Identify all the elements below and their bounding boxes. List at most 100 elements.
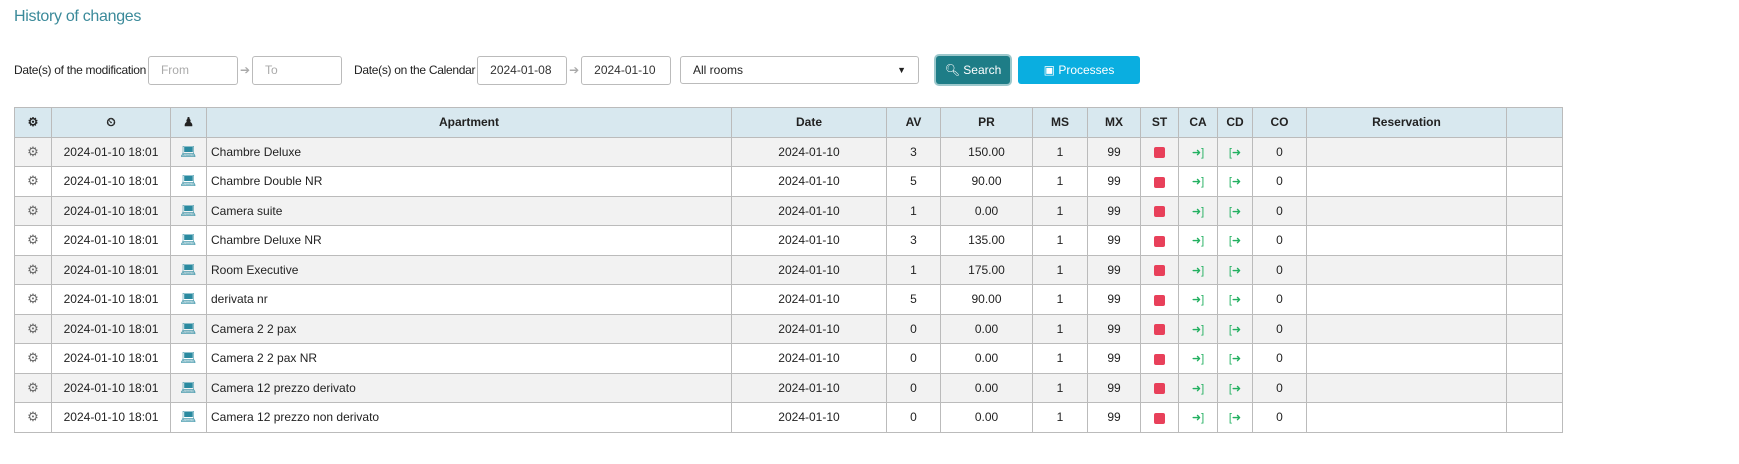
col-av[interactable]: AV [886, 107, 941, 138]
mx: 99 [1087, 402, 1141, 433]
computer-icon[interactable]: 💻︎ [170, 225, 207, 256]
gears-icon[interactable]: ⚙ [14, 136, 52, 167]
table-row: ⚙ 2024-01-10 18:01 💻︎ Camera 12 prezzo n… [14, 402, 1563, 433]
col-st[interactable]: ST [1140, 107, 1179, 138]
stop-status-icon [1154, 147, 1165, 159]
apartment-name: Camera 12 prezzo derivato [206, 372, 732, 403]
col-co[interactable]: CO [1252, 107, 1307, 138]
sign-out-icon: [➜ [1228, 235, 1242, 248]
col-apartment[interactable]: Apartment [206, 107, 732, 138]
computer-icon[interactable]: 💻︎ [170, 195, 207, 226]
pr: 0.00 [940, 313, 1033, 344]
ca: ➜] [1178, 372, 1218, 403]
mx: 99 [1087, 166, 1141, 197]
computer-icon[interactable]: 💻︎ [170, 313, 207, 344]
computer-icon[interactable]: 💻︎ [170, 136, 207, 167]
stop-status-icon [1154, 265, 1165, 277]
computer-icon[interactable]: 💻︎ [170, 372, 207, 403]
pr: 175.00 [940, 254, 1033, 285]
ca: ➜] [1178, 195, 1218, 226]
date: 2024-01-10 [731, 225, 887, 256]
col-date[interactable]: Date [731, 107, 887, 138]
gears-icon[interactable]: ⚙ [14, 195, 52, 226]
cd: [➜ [1217, 225, 1253, 256]
history-table: ⚙ ⏲ ♟ Apartment Date AV PR MS MX ST CA C… [14, 107, 1563, 433]
stop-status-icon [1154, 235, 1165, 247]
computer-icon[interactable]: 💻︎ [170, 343, 207, 374]
arrow-right-icon: ➔ [239, 63, 250, 77]
apartment-name: Camera suite [206, 195, 732, 226]
computer-icon[interactable]: 💻︎ [170, 166, 207, 197]
computer-icon[interactable]: 💻︎ [170, 254, 207, 285]
date: 2024-01-10 [731, 195, 887, 226]
gears-icon[interactable]: ⚙ [14, 372, 52, 403]
ca: ➜] [1178, 284, 1218, 315]
mx: 99 [1087, 284, 1141, 315]
archive-icon: ▣ [1043, 63, 1055, 77]
sign-in-icon: ➜] [1191, 235, 1205, 248]
processes-label: Processes history [1058, 63, 1115, 105]
extra [1506, 313, 1563, 344]
table-row: ⚙ 2024-01-10 18:01 💻︎ Camera 2 2 pax NR … [14, 343, 1563, 374]
mod-to-input[interactable]: To [251, 55, 342, 85]
processes-history-button[interactable]: ▣ Processes history [1018, 56, 1140, 105]
page-title: History of changes [14, 8, 142, 25]
gears-icon[interactable]: ⚙ [14, 284, 52, 315]
ms: 1 [1032, 402, 1088, 433]
pr: 135.00 [940, 225, 1033, 256]
reservation [1306, 254, 1507, 285]
col-ca[interactable]: CA [1178, 107, 1218, 138]
gears-icon[interactable]: ⚙ [14, 402, 52, 433]
date: 2024-01-10 [731, 372, 887, 403]
gears-icon[interactable]: ⚙ [14, 343, 52, 374]
st [1140, 343, 1179, 374]
cal-to-input[interactable]: 2024-01-10 [581, 55, 672, 85]
ca: ➜] [1178, 313, 1218, 344]
extra [1506, 254, 1563, 285]
col-reservation[interactable]: Reservation [1306, 107, 1507, 138]
computer-icon[interactable]: 💻︎ [170, 284, 207, 315]
gears-icon[interactable]: ⚙ [14, 254, 52, 285]
col-ms[interactable]: MS [1032, 107, 1088, 138]
extra [1506, 166, 1563, 197]
ms: 1 [1032, 284, 1088, 315]
mx: 99 [1087, 343, 1141, 374]
rooms-select[interactable]: All rooms ▼ [680, 56, 919, 84]
computer-icon[interactable]: 💻︎ [170, 402, 207, 433]
reservation [1306, 136, 1507, 167]
sign-out-icon: [➜ [1228, 353, 1242, 366]
co: 0 [1252, 166, 1307, 197]
co: 0 [1252, 313, 1307, 344]
cd: [➜ [1217, 372, 1253, 403]
extra [1506, 284, 1563, 315]
search-button[interactable]: 🔍︎ Search [936, 56, 1010, 84]
cal-from-input[interactable]: 2024-01-08 [477, 55, 568, 85]
col-cd[interactable]: CD [1217, 107, 1253, 138]
ms: 1 [1032, 254, 1088, 285]
mod-from-input[interactable]: From [147, 55, 238, 85]
cd: [➜ [1217, 284, 1253, 315]
sign-out-icon: [➜ [1228, 294, 1242, 307]
ms: 1 [1032, 225, 1088, 256]
co: 0 [1252, 225, 1307, 256]
ca: ➜] [1178, 343, 1218, 374]
co: 0 [1252, 195, 1307, 226]
gears-icon[interactable]: ⚙ [14, 166, 52, 197]
col-pr[interactable]: PR [940, 107, 1033, 138]
date: 2024-01-10 [731, 136, 887, 167]
ms: 1 [1032, 195, 1088, 226]
cd: [➜ [1217, 166, 1253, 197]
av: 0 [886, 313, 941, 344]
gears-icon[interactable]: ⚙ [14, 225, 52, 256]
av: 0 [886, 402, 941, 433]
gears-icon[interactable]: ⚙ [14, 313, 52, 344]
caret-down-icon: ▼ [897, 65, 906, 75]
ms: 1 [1032, 372, 1088, 403]
col-mx[interactable]: MX [1087, 107, 1141, 138]
reservation [1306, 402, 1507, 433]
user-icon: ♟ [170, 107, 207, 138]
rooms-select-value: All rooms [693, 63, 744, 77]
pr: 90.00 [940, 166, 1033, 197]
mx: 99 [1087, 254, 1141, 285]
cd: [➜ [1217, 195, 1253, 226]
